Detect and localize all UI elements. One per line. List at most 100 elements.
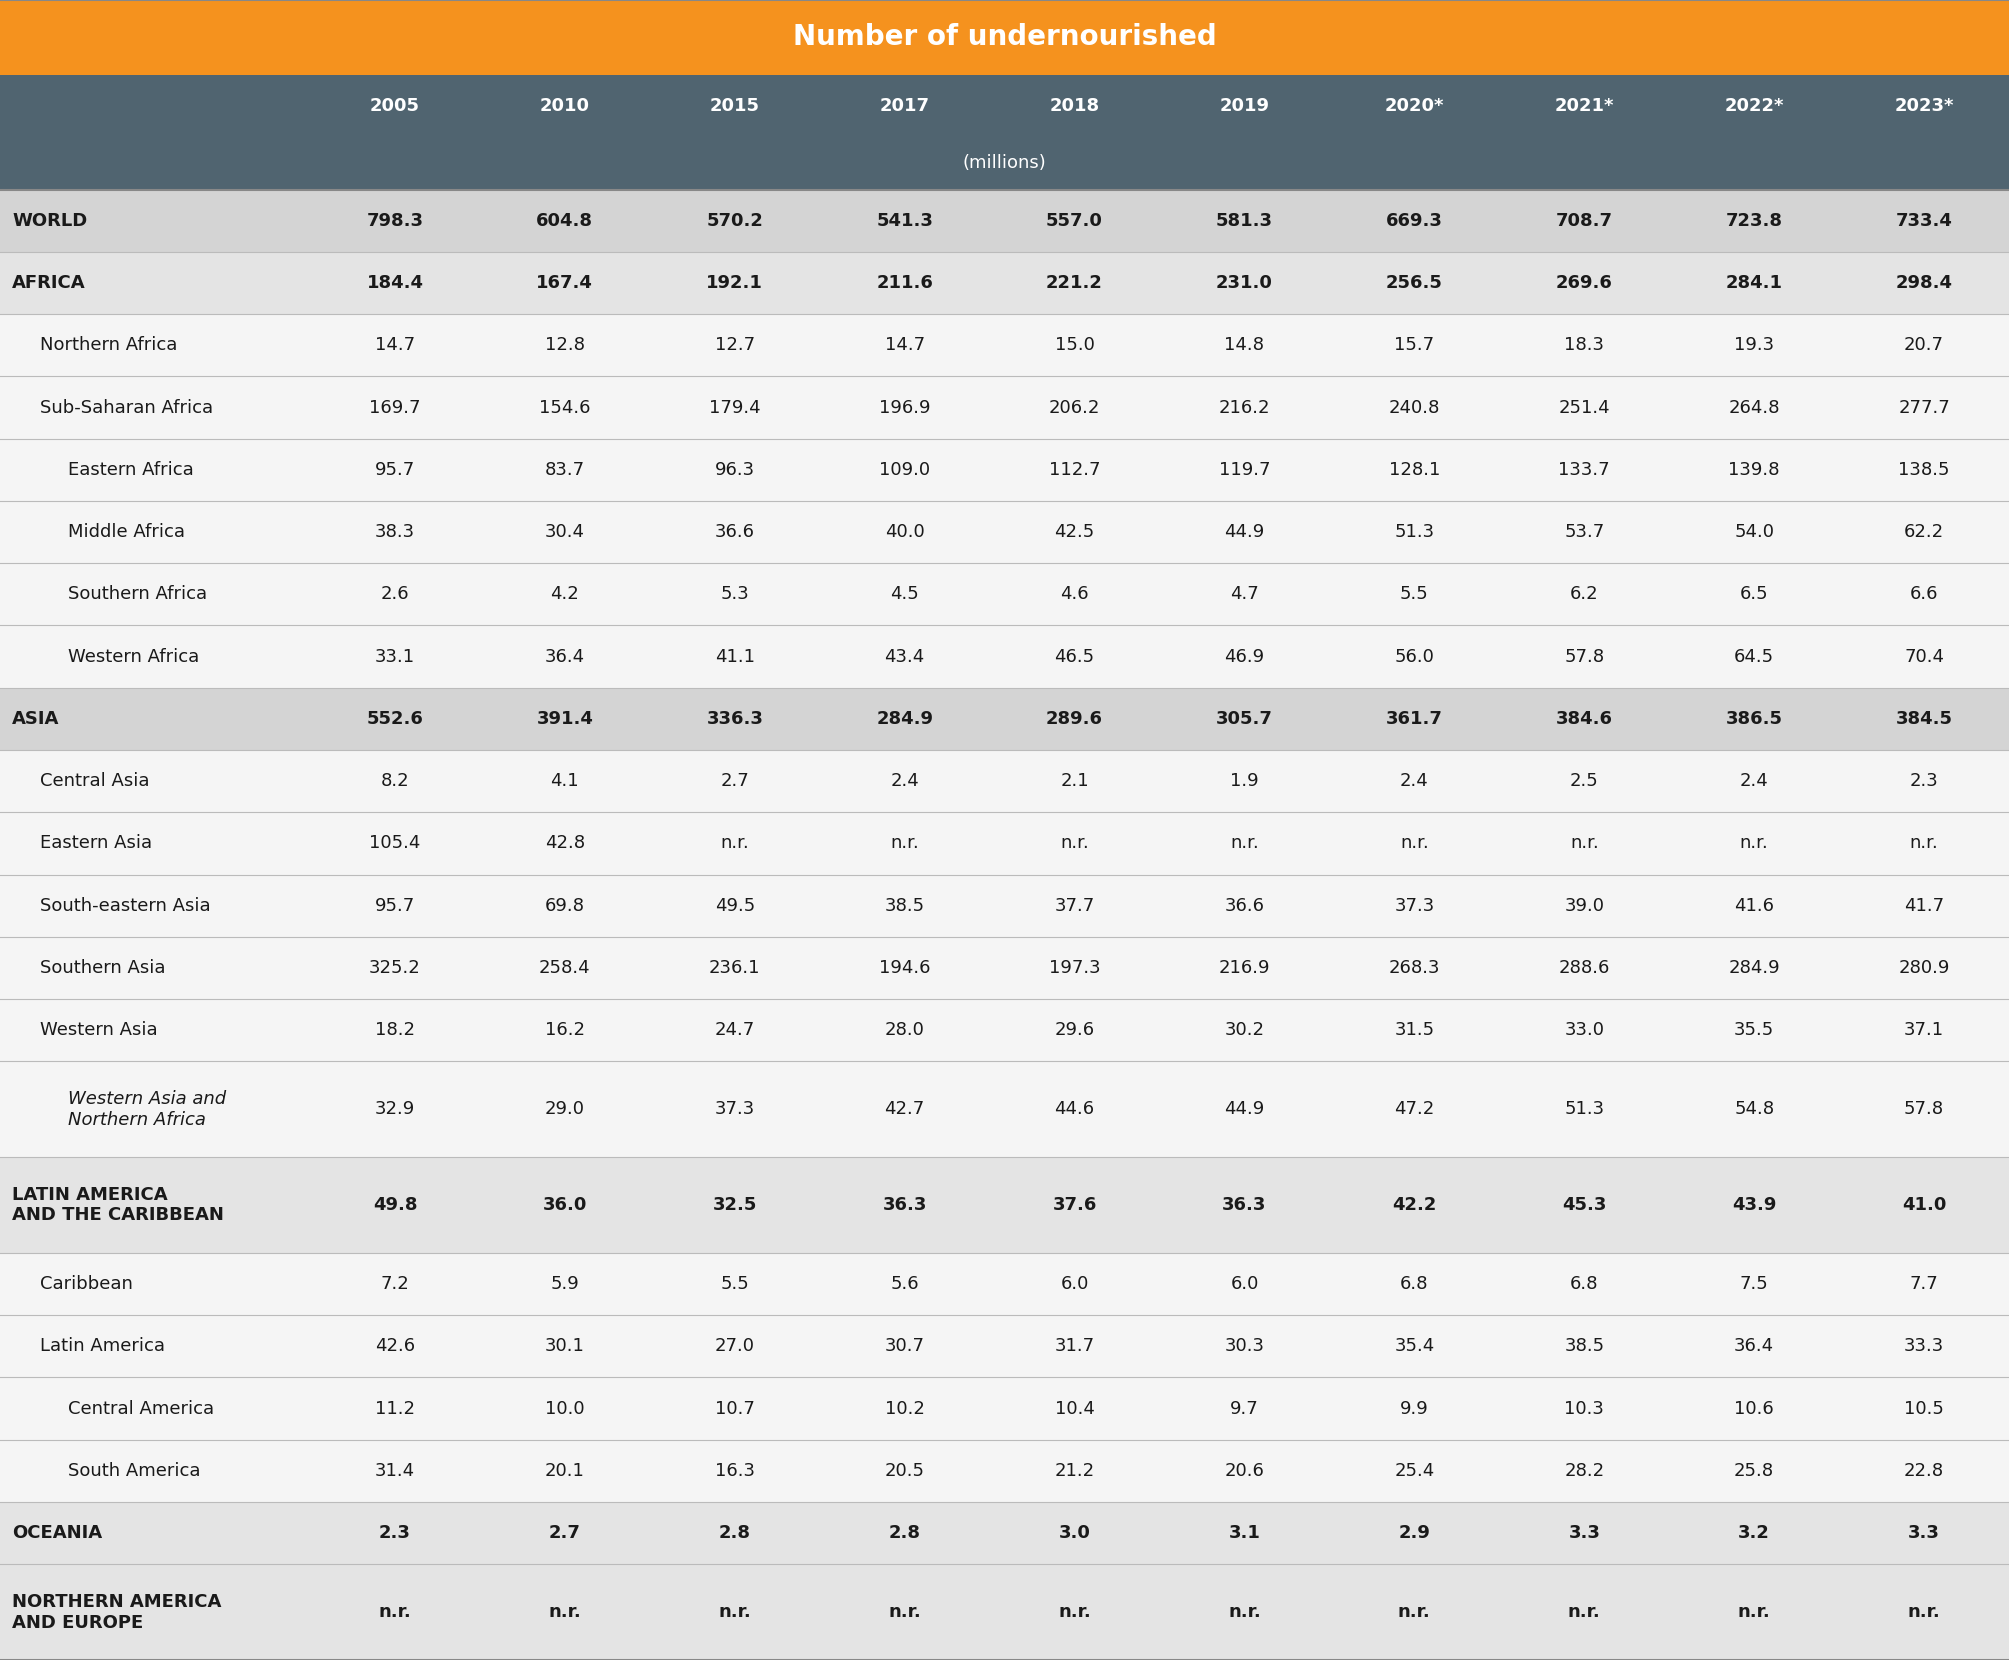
Text: 12.7: 12.7: [715, 337, 755, 354]
Text: 25.4: 25.4: [1394, 1462, 1434, 1479]
Text: 733.4: 733.4: [1896, 212, 1953, 229]
Text: n.r.: n.r.: [890, 835, 918, 853]
Text: 36.6: 36.6: [1223, 896, 1264, 915]
Text: Southern Africa: Southern Africa: [68, 586, 207, 603]
Text: n.r.: n.r.: [1569, 835, 1599, 853]
Text: Eastern Africa: Eastern Africa: [68, 461, 193, 478]
Text: 36.6: 36.6: [715, 523, 755, 541]
Text: 570.2: 570.2: [707, 212, 763, 229]
Text: 33.0: 33.0: [1565, 1021, 1605, 1039]
Text: 38.5: 38.5: [884, 896, 924, 915]
Text: 62.2: 62.2: [1905, 523, 1945, 541]
Text: 5.6: 5.6: [890, 1275, 918, 1293]
Text: 33.1: 33.1: [376, 647, 416, 666]
Text: 10.2: 10.2: [884, 1399, 924, 1418]
Text: 38.5: 38.5: [1565, 1338, 1605, 1355]
Text: 109.0: 109.0: [880, 461, 930, 478]
Text: n.r.: n.r.: [548, 1604, 581, 1622]
Text: 69.8: 69.8: [544, 896, 585, 915]
Text: 2.7: 2.7: [721, 772, 749, 790]
Text: WORLD: WORLD: [12, 212, 86, 229]
Text: 2.4: 2.4: [1400, 772, 1428, 790]
Text: 216.9: 216.9: [1219, 959, 1270, 978]
Text: 5.5: 5.5: [721, 1275, 749, 1293]
Bar: [0, 1157, 2009, 1253]
Text: Latin America: Latin America: [40, 1338, 165, 1355]
Text: Western Asia and
Northern Africa: Western Asia and Northern Africa: [68, 1091, 227, 1129]
Text: 336.3: 336.3: [707, 710, 763, 727]
Bar: [0, 1378, 2009, 1439]
Text: n.r.: n.r.: [1740, 835, 1768, 853]
Text: 167.4: 167.4: [536, 274, 593, 292]
Text: 56.0: 56.0: [1394, 647, 1434, 666]
Text: 169.7: 169.7: [370, 398, 420, 417]
Text: 2.7: 2.7: [548, 1524, 581, 1542]
Bar: [0, 563, 2009, 626]
Text: 44.9: 44.9: [1223, 1101, 1264, 1119]
Text: Central America: Central America: [68, 1399, 215, 1418]
Text: 723.8: 723.8: [1726, 212, 1782, 229]
Bar: [0, 1061, 2009, 1157]
Text: 95.7: 95.7: [376, 461, 416, 478]
Text: 2.5: 2.5: [1569, 772, 1599, 790]
Text: 192.1: 192.1: [707, 274, 763, 292]
Text: 9.9: 9.9: [1400, 1399, 1428, 1418]
Text: 41.1: 41.1: [715, 647, 755, 666]
Text: 240.8: 240.8: [1388, 398, 1440, 417]
Text: Number of undernourished: Number of undernourished: [794, 23, 1215, 51]
Text: 14.7: 14.7: [884, 337, 924, 354]
Text: 18.3: 18.3: [1565, 337, 1605, 354]
Text: 197.3: 197.3: [1049, 959, 1101, 978]
Text: 18.2: 18.2: [376, 1021, 416, 1039]
Text: 4.2: 4.2: [550, 586, 579, 603]
Text: 49.8: 49.8: [374, 1195, 418, 1213]
Text: 44.6: 44.6: [1055, 1101, 1095, 1119]
Text: 384.6: 384.6: [1555, 710, 1613, 727]
Text: 251.4: 251.4: [1559, 398, 1609, 417]
Text: n.r.: n.r.: [1061, 835, 1089, 853]
Text: 20.7: 20.7: [1905, 337, 1945, 354]
Text: 64.5: 64.5: [1734, 647, 1774, 666]
Text: 288.6: 288.6: [1559, 959, 1609, 978]
Text: 31.7: 31.7: [1055, 1338, 1095, 1355]
Text: 20.1: 20.1: [544, 1462, 585, 1479]
Text: 19.3: 19.3: [1734, 337, 1774, 354]
Bar: [0, 999, 2009, 1061]
Text: 20.6: 20.6: [1225, 1462, 1264, 1479]
Text: 557.0: 557.0: [1047, 212, 1103, 229]
Text: n.r.: n.r.: [1911, 835, 1939, 853]
Bar: [0, 1502, 2009, 1564]
Text: 2.8: 2.8: [888, 1524, 920, 1542]
Text: 4.6: 4.6: [1061, 586, 1089, 603]
Text: 3.3: 3.3: [1909, 1524, 1941, 1542]
Text: 3.0: 3.0: [1059, 1524, 1091, 1542]
Text: 256.5: 256.5: [1386, 274, 1442, 292]
Text: 541.3: 541.3: [876, 212, 932, 229]
Bar: [0, 501, 2009, 563]
Text: 258.4: 258.4: [538, 959, 591, 978]
Text: 289.6: 289.6: [1047, 710, 1103, 727]
Text: Central Asia: Central Asia: [40, 772, 149, 790]
Text: 83.7: 83.7: [544, 461, 585, 478]
Text: 284.9: 284.9: [876, 710, 932, 727]
Bar: [0, 1253, 2009, 1315]
Text: 30.7: 30.7: [884, 1338, 924, 1355]
Text: 2.3: 2.3: [1911, 772, 1939, 790]
Text: 2.9: 2.9: [1398, 1524, 1430, 1542]
Text: 35.5: 35.5: [1734, 1021, 1774, 1039]
Text: n.r.: n.r.: [1227, 1604, 1262, 1622]
Text: 22.8: 22.8: [1905, 1462, 1945, 1479]
Text: n.r.: n.r.: [1567, 1604, 1601, 1622]
Text: 33.3: 33.3: [1905, 1338, 1945, 1355]
Text: 31.4: 31.4: [376, 1462, 416, 1479]
Text: 3.2: 3.2: [1738, 1524, 1770, 1542]
Text: 581.3: 581.3: [1215, 212, 1274, 229]
Text: 42.6: 42.6: [376, 1338, 416, 1355]
Text: Western Africa: Western Africa: [68, 647, 199, 666]
Text: 284.9: 284.9: [1728, 959, 1780, 978]
Bar: [0, 1564, 2009, 1660]
Text: 264.8: 264.8: [1728, 398, 1780, 417]
Text: 27.0: 27.0: [715, 1338, 755, 1355]
Text: 384.5: 384.5: [1896, 710, 1953, 727]
Text: 10.0: 10.0: [544, 1399, 585, 1418]
